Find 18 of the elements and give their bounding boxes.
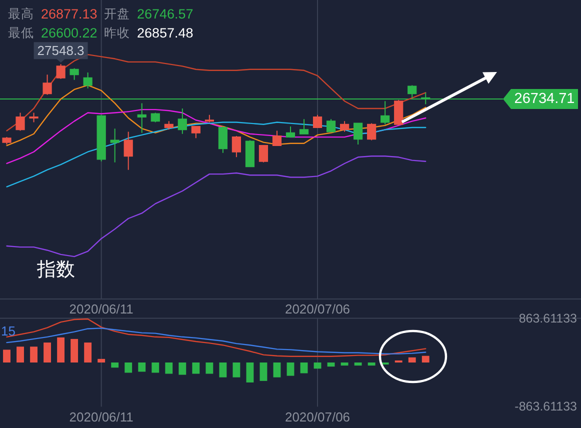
annotation: 26877.13	[41, 6, 98, 22]
y-tick-label: -863.61133	[514, 400, 577, 414]
annotation: 26734.71	[514, 90, 575, 107]
annotation: 26746.57	[137, 6, 194, 22]
annotation: 昨收	[104, 26, 130, 40]
annotation: 15	[1, 324, 16, 338]
x-tick-label: 2020/07/06	[284, 410, 350, 424]
annotation: 最高	[8, 7, 34, 21]
annotation: 最低	[8, 26, 34, 40]
annotation: 26857.48	[137, 26, 194, 40]
annotation: 开盘	[104, 7, 130, 21]
y-tick-label: 863.61133	[518, 311, 577, 326]
annotation: 27548.3	[37, 43, 84, 58]
x-tick-label: 2020/06/11	[69, 302, 134, 316]
x-tick-label: 2020/06/11	[69, 410, 134, 424]
x-tick-label: 2020/07/06	[284, 302, 350, 316]
annotation: 指数	[37, 260, 75, 280]
annotation: 26600.22	[41, 26, 98, 40]
